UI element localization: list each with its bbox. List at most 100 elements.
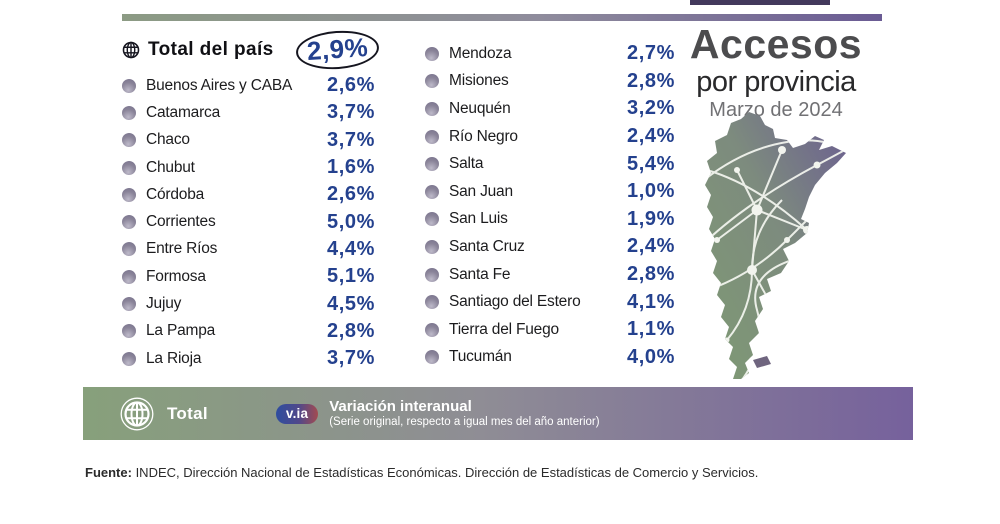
province-row: La Rioja 3,7% xyxy=(122,345,375,372)
province-row: Neuquén 3,2% xyxy=(425,95,675,123)
province-row: Salta 5,4% xyxy=(425,150,675,178)
province-label: Salta xyxy=(449,155,484,173)
province-label: Formosa xyxy=(146,267,206,285)
province-value: 2,6% xyxy=(327,74,375,97)
province-value: 5,1% xyxy=(327,265,375,288)
legend-bar: Total v.ia Variación interanual (Serie o… xyxy=(83,387,913,440)
bullet-icon xyxy=(425,267,439,282)
gradient-divider xyxy=(122,14,882,21)
period-label: Marzo de 2024 xyxy=(709,99,843,122)
source-label: Fuente: xyxy=(85,465,132,480)
province-row: Chubut 1,6% xyxy=(122,154,375,181)
province-label: Buenos Aires y CABA xyxy=(146,76,293,94)
argentina-map xyxy=(705,112,846,379)
cropped-header-bar xyxy=(690,0,830,5)
total-value: 2,9% xyxy=(305,31,369,67)
province-row: Misiones 2,8% xyxy=(425,68,675,96)
bullet-icon xyxy=(425,129,439,144)
bullet-icon xyxy=(122,269,136,284)
province-value: 4,0% xyxy=(627,345,675,368)
province-label: Corrientes xyxy=(146,213,216,231)
province-row: Río Negro 2,4% xyxy=(425,123,675,151)
bullet-icon xyxy=(122,215,136,230)
province-value: 1,0% xyxy=(627,180,675,203)
province-value: 3,2% xyxy=(627,97,675,120)
province-value: 3,7% xyxy=(327,347,375,370)
bullet-icon xyxy=(425,212,439,227)
province-value: 4,5% xyxy=(327,292,375,315)
province-row: Santa Fe 2,8% xyxy=(425,261,675,289)
bullet-icon xyxy=(122,105,136,120)
bullet-icon xyxy=(425,74,439,89)
province-value: 2,4% xyxy=(627,235,675,258)
province-label: Neuquén xyxy=(449,99,511,117)
globe-icon-white xyxy=(120,397,154,431)
province-row: Santiago del Estero 4,1% xyxy=(425,288,675,316)
bullet-icon xyxy=(122,351,136,366)
bullet-icon xyxy=(122,297,136,312)
province-row: Corrientes 5,0% xyxy=(122,208,375,235)
province-label: Jujuy xyxy=(146,295,182,313)
province-label: Misiones xyxy=(449,72,509,90)
total-label: Total del país xyxy=(148,39,274,60)
province-value: 5,0% xyxy=(327,210,375,233)
page-title: Accesos xyxy=(689,21,863,67)
bullet-icon xyxy=(425,101,439,116)
province-row: Catamarca 3,7% xyxy=(122,99,375,126)
province-row: Tierra del Fuego 1,1% xyxy=(425,316,675,344)
globe-icon xyxy=(122,41,140,59)
province-label: Tierra del Fuego xyxy=(449,320,559,338)
province-row: San Luis 1,9% xyxy=(425,206,675,234)
total-value-ellipse: 2,9% xyxy=(294,28,381,72)
bullet-icon xyxy=(122,133,136,148)
province-label: Córdoba xyxy=(146,185,205,203)
province-row: La Pampa 2,8% xyxy=(122,318,375,345)
bullet-icon xyxy=(425,184,439,199)
source-text: INDEC, Dirección Nacional de Estadística… xyxy=(131,465,759,480)
province-row: Santa Cruz 2,4% xyxy=(425,233,675,261)
bullet-icon xyxy=(122,78,136,93)
bullet-icon xyxy=(122,160,136,175)
province-label: Santa Fe xyxy=(449,265,511,283)
total-row: Total del país 2,9% xyxy=(122,28,381,72)
province-row: Jujuy 4,5% xyxy=(122,290,375,317)
page-subtitle: por provincia xyxy=(696,65,856,98)
bullet-icon xyxy=(122,187,136,202)
province-label: Santa Cruz xyxy=(449,237,525,255)
via-subtitle: (Serie original, respecto a igual mes de… xyxy=(329,415,600,428)
province-label: Chubut xyxy=(146,158,195,176)
province-label: San Juan xyxy=(449,182,513,200)
province-value: 5,4% xyxy=(627,152,675,175)
province-value: 2,8% xyxy=(627,69,675,92)
source-note: Fuente: INDEC, Dirección Nacional de Est… xyxy=(85,465,758,480)
via-badge: v.ia xyxy=(275,403,319,424)
legend-total-label: Total xyxy=(167,403,208,423)
province-value: 3,7% xyxy=(327,128,375,151)
tierra-del-fuego-island xyxy=(753,356,771,368)
bullet-icon xyxy=(425,350,439,365)
province-label: Entre Ríos xyxy=(146,240,218,258)
via-title: Variación interanual xyxy=(329,398,472,416)
province-value: 2,4% xyxy=(627,125,675,148)
title-block: Accesos por provincia Marzo de 2024 xyxy=(688,21,864,122)
province-label: Chaco xyxy=(146,131,190,149)
bullet-icon xyxy=(425,157,439,172)
province-row: Mendoza 2,7% xyxy=(425,40,675,68)
province-list-left: Total del país 2,9% Buenos Aires y CABA 2… xyxy=(122,28,381,372)
province-value: 2,7% xyxy=(627,42,675,65)
province-value: 2,6% xyxy=(327,183,375,206)
bullet-icon xyxy=(122,324,136,339)
province-value: 3,7% xyxy=(327,101,375,124)
bullet-icon xyxy=(425,46,439,61)
province-value: 4,4% xyxy=(327,237,375,260)
via-definition: Variación interanual (Serie original, re… xyxy=(329,398,599,428)
province-value: 2,8% xyxy=(627,263,675,286)
province-label: La Rioja xyxy=(146,349,202,367)
province-value: 4,1% xyxy=(627,290,675,313)
province-label: Río Negro xyxy=(449,127,518,145)
province-row: Córdoba 2,6% xyxy=(122,181,375,208)
province-row: Entre Ríos 4,4% xyxy=(122,236,375,263)
bullet-icon xyxy=(425,239,439,254)
province-row: Buenos Aires y CABA 2,6% xyxy=(122,72,375,99)
